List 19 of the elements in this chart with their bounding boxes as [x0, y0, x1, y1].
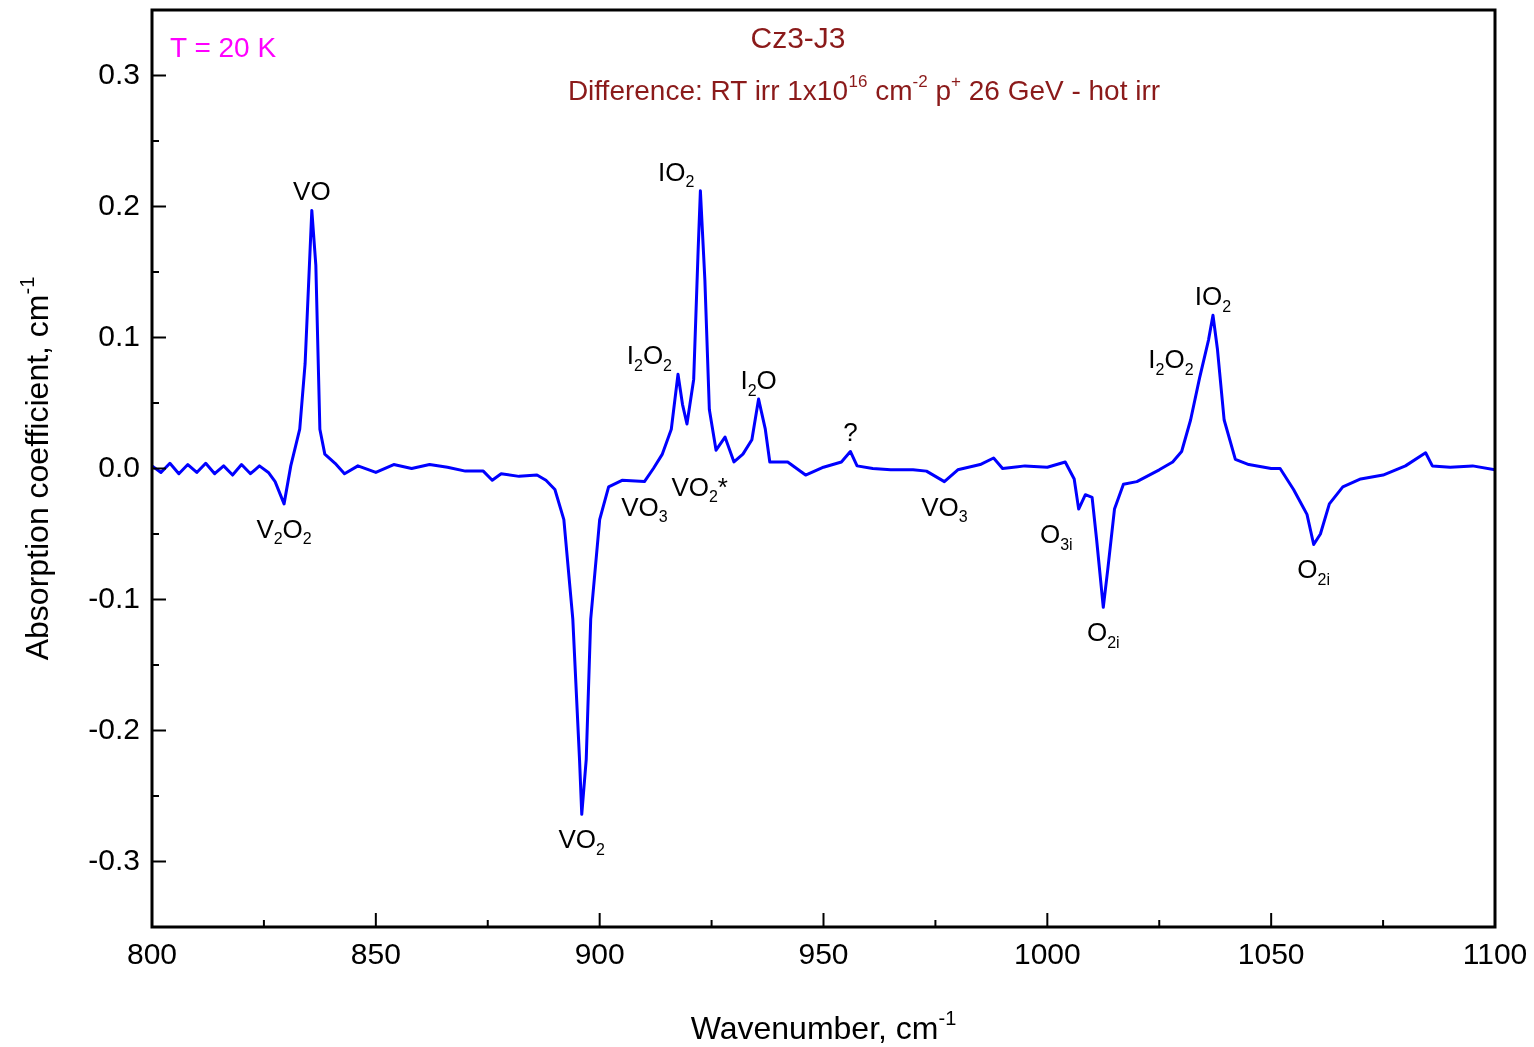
- x-tick-label: 800: [126, 937, 178, 971]
- y-tick-label: -0.3: [88, 842, 140, 876]
- annotation: VO: [293, 176, 331, 207]
- y-tick-label: 0.1: [98, 318, 140, 352]
- y-tick-label: -0.2: [88, 711, 140, 745]
- annotation: T = 20 K: [170, 32, 277, 63]
- y-tick-label: 0.3: [98, 56, 140, 90]
- y-tick-label: 0.0: [98, 449, 140, 483]
- x-tick-label: 1000: [1013, 937, 1081, 971]
- x-tick-label: 950: [798, 937, 849, 971]
- x-tick-label: 1050: [1237, 937, 1305, 971]
- y-tick-label: 0.2: [98, 187, 140, 221]
- x-tick-label: 1100: [1462, 937, 1528, 971]
- annotation: ?: [843, 417, 858, 448]
- y-axis-title: Absorption coefficient, cm-1: [15, 276, 55, 661]
- x-tick-label: 900: [574, 937, 625, 971]
- x-tick-label: 850: [350, 937, 401, 971]
- chart-title: Cz3-J3: [750, 21, 846, 54]
- y-tick-label: -0.1: [88, 580, 140, 614]
